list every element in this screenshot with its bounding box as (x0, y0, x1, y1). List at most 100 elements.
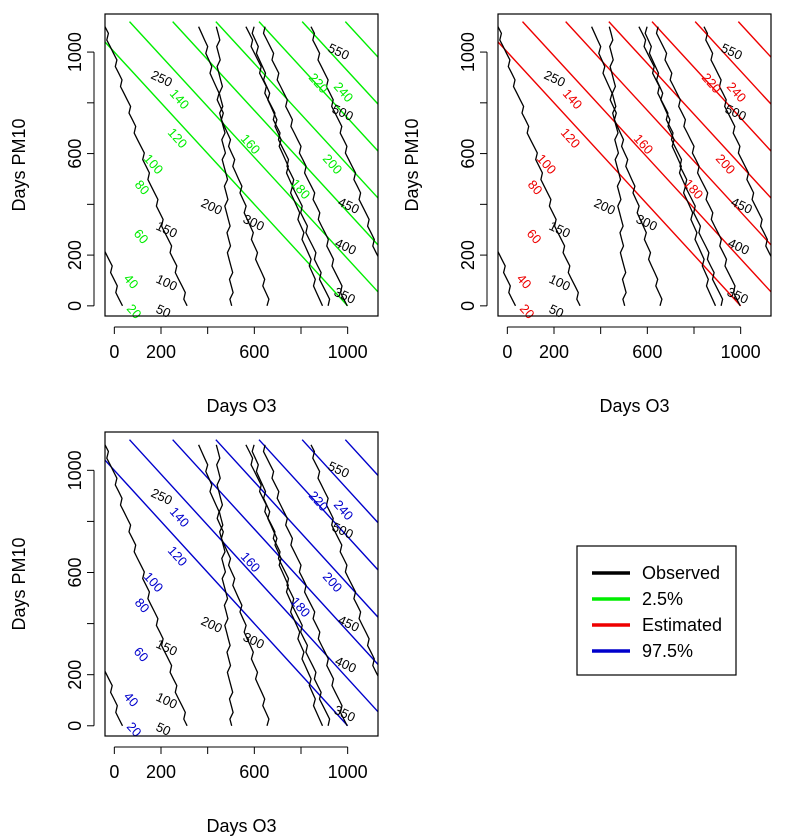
contour-level-label-60: 60 (131, 226, 152, 247)
contour-line-40 (128, 439, 378, 713)
y-tick-label: 600 (65, 139, 85, 169)
contour-line-80 (608, 21, 771, 200)
observed-contour-500 (262, 26, 348, 307)
observed-level-label-200: 200 (199, 613, 225, 636)
y-axis: 0 200 600 1000 (65, 32, 95, 311)
observed-contour-500 (262, 444, 348, 727)
x-tick-label: 600 (239, 342, 269, 362)
legend-label-upper: 97.5% (642, 641, 693, 661)
x-axis-title: Days O3 (206, 816, 276, 836)
observed-level-label-150: 150 (547, 218, 573, 241)
x-tick-label: 200 (539, 342, 569, 362)
contour-level-label-220: 220 (306, 488, 332, 514)
observed-contour-550 (310, 26, 378, 258)
observed-contour-400 (198, 26, 270, 306)
contour-line-40 (521, 21, 771, 293)
legend-label-observed: Observed (642, 563, 720, 583)
legend: Observed 2.5% Estimated 97.5% (576, 545, 737, 676)
observed-level-label-400: 400 (333, 235, 359, 258)
panel-3: 5010015020025030035040045050055020406080… (9, 431, 379, 836)
observed-level-label-450: 450 (729, 194, 755, 217)
contour-level-label-200: 200 (320, 151, 346, 177)
y-tick-label: 200 (65, 240, 85, 270)
contour-line-120 (301, 439, 378, 524)
panel-1: 5010015020025030035040045050055020406080… (9, 13, 786, 416)
contour-level-label-120: 120 (165, 543, 191, 569)
x-tick-label: 0 (109, 342, 119, 362)
observed-level-label-400: 400 (726, 235, 752, 258)
x-tick-label: 600 (239, 762, 269, 782)
contour-level-label-140: 140 (560, 86, 586, 112)
y-axis-title: Days PM10 (9, 537, 29, 630)
contour-level-label-100: 100 (141, 151, 167, 177)
observed-contour-400 (591, 26, 663, 306)
observed-contour-450 (644, 26, 717, 307)
observed-level-label-250: 250 (542, 67, 568, 90)
x-tick-label: 1000 (328, 342, 368, 362)
contour-level-label-80: 80 (132, 595, 153, 616)
y-tick-label: 200 (458, 240, 478, 270)
contour-level-label-20: 20 (124, 719, 145, 740)
observed-level-label-350: 350 (332, 284, 358, 307)
legend-label-estimated: Estimated (642, 615, 722, 635)
contour-line-100 (651, 21, 771, 153)
observed-contour-300 (215, 26, 234, 306)
observed-contour-450 (251, 26, 324, 307)
legend-box (576, 545, 737, 676)
contour-level-label-160: 160 (631, 131, 657, 157)
contour-level-label-220: 220 (306, 70, 332, 96)
contour-line-100 (258, 439, 378, 571)
observed-contour-350 (638, 26, 724, 306)
contour-level-label-140: 140 (167, 504, 193, 530)
observed-level-label-50: 50 (154, 719, 173, 739)
contour-level-label-160: 160 (238, 131, 264, 157)
contour-level-label-200: 200 (713, 151, 739, 177)
observed-level-label-150: 150 (154, 636, 180, 659)
contour-line-80 (215, 21, 378, 200)
observed-contour-300 (215, 444, 234, 726)
contour-line-240 (561, 22, 786, 306)
observed-level-label-200: 200 (199, 195, 225, 218)
contour-level-label-40: 40 (514, 271, 535, 292)
contour-level-label-160: 160 (238, 549, 264, 575)
observed-contour-200 (105, 669, 124, 727)
observed-level-label-250: 250 (149, 67, 175, 90)
contour-line-160 (782, 22, 786, 306)
observed-contour-300 (608, 26, 627, 306)
x-axis: 0 200 600 1000 (502, 326, 761, 362)
observed-level-label-550: 550 (326, 458, 352, 481)
contour-line-120 (301, 21, 378, 106)
x-axis-title: Days O3 (206, 396, 276, 416)
observed-level-label-450: 450 (336, 612, 362, 635)
x-tick-label: 0 (109, 762, 119, 782)
observed-level-label-150: 150 (154, 218, 180, 241)
contour-level-label-100: 100 (534, 151, 560, 177)
observed-level-label-500: 500 (723, 101, 749, 124)
contour-line-20 (498, 40, 742, 307)
contour-level-label-120: 120 (558, 125, 584, 151)
observed-level-label-350: 350 (332, 702, 358, 725)
contour-line-60 (172, 21, 378, 246)
contour-level-label-140: 140 (167, 86, 193, 112)
x-tick-label: 200 (146, 762, 176, 782)
observed-contour-250 (105, 444, 188, 727)
contour-level-label-60: 60 (131, 644, 152, 665)
contour-level-label-240: 240 (724, 79, 750, 105)
y-tick-label: 1000 (65, 32, 85, 72)
contour-level-label-220: 220 (699, 70, 725, 96)
contour-level-label-80: 80 (525, 177, 546, 198)
contour-line-140 (344, 439, 378, 477)
legend-label-lower: 2.5% (642, 589, 683, 609)
contour-level-label-20: 20 (517, 301, 538, 322)
y-axis: 0 200 600 1000 (458, 32, 488, 311)
observed-contour-500 (655, 26, 741, 307)
plot-frame (104, 13, 379, 317)
observed-level-label-200: 200 (592, 195, 618, 218)
observed-level-label-350: 350 (725, 284, 751, 307)
contour-level-label-200: 200 (320, 569, 346, 595)
x-tick-label: 0 (502, 342, 512, 362)
contour-line-100 (258, 21, 378, 153)
panel-2: 5010015020025030035040045050055020406080… (402, 13, 786, 416)
y-tick-label: 200 (65, 660, 85, 690)
